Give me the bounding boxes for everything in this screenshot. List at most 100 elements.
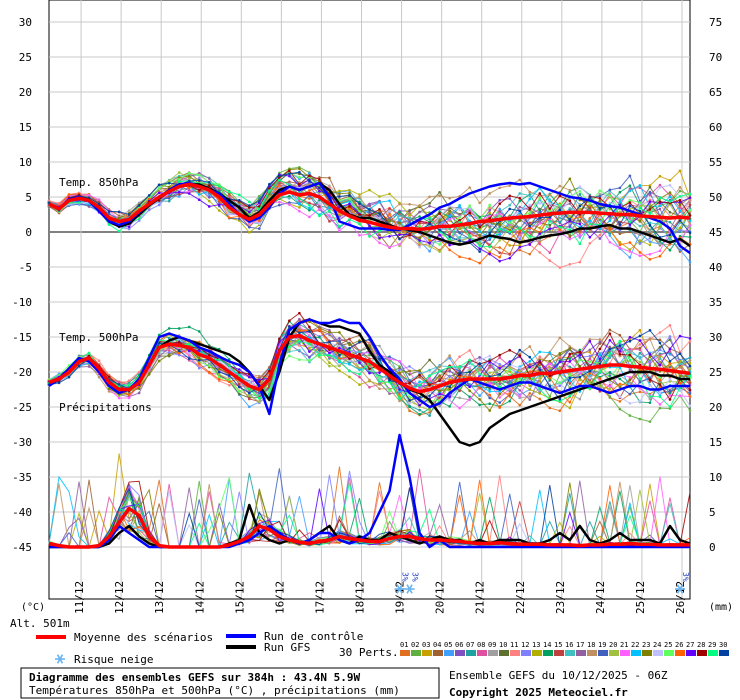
pert-point [298, 328, 301, 332]
pert-point [578, 358, 582, 362]
pert-point [167, 185, 171, 189]
pert-point [318, 354, 321, 357]
pert-point [508, 184, 512, 187]
pert-point [648, 329, 652, 332]
pert-point [278, 183, 281, 187]
pert-color-swatch [609, 650, 619, 656]
pert-point [308, 359, 311, 362]
pert-point [628, 256, 632, 259]
pert-point [618, 382, 622, 386]
pert-point [608, 207, 612, 211]
pert-point [258, 200, 261, 203]
pert-point [398, 221, 401, 225]
pert-point [298, 206, 301, 209]
pert-point [308, 215, 311, 219]
pert-point [598, 216, 602, 220]
pert-point [338, 189, 341, 193]
pert-point [678, 226, 682, 230]
pert-point [678, 334, 682, 338]
pert-point [528, 197, 532, 201]
pert-point [688, 364, 692, 368]
pert-point [688, 404, 692, 408]
pert-point [448, 365, 451, 369]
pert-point [508, 362, 512, 366]
pert-color-swatch [719, 650, 729, 656]
date-tick-label: 23/12 [554, 581, 567, 614]
pert-point [688, 361, 692, 365]
pert-point [308, 179, 311, 183]
pert-point [288, 174, 291, 178]
pert-point [668, 183, 672, 187]
pert-point [448, 398, 451, 402]
pert-point [528, 243, 532, 246]
pert-point [678, 374, 682, 377]
pert-point [678, 394, 682, 398]
pert-point [658, 355, 662, 359]
pert-point [127, 213, 131, 216]
pert-color-swatch [400, 650, 410, 656]
pert-point [197, 198, 201, 202]
pert-point [308, 325, 311, 329]
pert-point [508, 221, 512, 225]
pert-point [428, 383, 431, 387]
pert-point [398, 397, 401, 400]
pert-point [538, 392, 542, 395]
pert-point [338, 225, 341, 228]
pert-point [187, 174, 191, 178]
pert-point [478, 242, 481, 245]
pert-point [408, 369, 411, 373]
pert-point [458, 406, 461, 410]
pert-point [378, 233, 381, 237]
pert-point [568, 215, 572, 218]
pert-point [438, 404, 441, 408]
left-tick-label: -15 [12, 331, 32, 344]
pert-point [217, 184, 221, 188]
pert-point [308, 329, 311, 333]
pert-point [448, 243, 451, 247]
pert-point [448, 405, 451, 408]
pert-point [568, 237, 572, 241]
pert-point [338, 195, 341, 198]
pert-point [438, 219, 441, 222]
pert-point [478, 234, 481, 238]
pert-point [448, 235, 451, 238]
pert-point [167, 327, 171, 330]
pert-point [177, 351, 181, 355]
pert-point [668, 394, 672, 397]
pert-point [678, 248, 682, 251]
pert-point [548, 216, 552, 219]
pert-point [618, 353, 622, 356]
pert-number: 03 [422, 641, 430, 649]
pert-point [318, 348, 321, 352]
pert-point [408, 216, 411, 220]
pert-point [668, 380, 672, 383]
pert-point [438, 212, 441, 215]
pert-point [548, 362, 552, 366]
pert-point [498, 186, 502, 190]
pert-point [488, 252, 491, 256]
pert-point [558, 384, 562, 388]
pert-point [588, 229, 592, 232]
pert-point [348, 188, 351, 192]
pert-point [648, 384, 652, 387]
pert-point [227, 216, 231, 219]
pert-point [298, 175, 301, 179]
pert-point [678, 169, 682, 173]
pert-point [638, 239, 642, 242]
pert-point [408, 399, 411, 402]
pert-point [628, 335, 632, 339]
pert-point [588, 219, 592, 223]
pert-number: 23 [642, 641, 650, 649]
pert-point [508, 225, 512, 229]
pert-point [177, 341, 181, 344]
pert-point [528, 224, 532, 228]
pert-point [488, 354, 491, 358]
pert-point [678, 364, 682, 367]
pert-point [518, 354, 522, 357]
pert-point [388, 389, 391, 393]
pert-point [538, 379, 542, 383]
pert-color-swatch [565, 650, 575, 656]
snow-percent: 3% [681, 572, 690, 582]
pert-point [618, 200, 622, 204]
pert-point [157, 359, 161, 363]
